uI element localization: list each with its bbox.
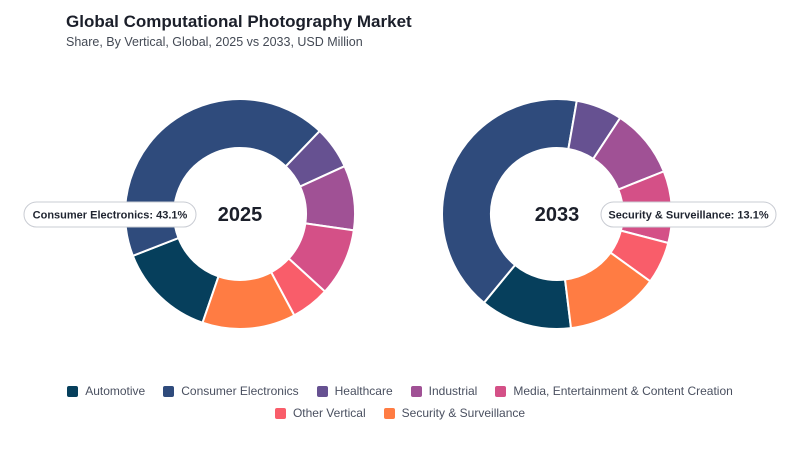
donut-center-label-2025: 2025 xyxy=(218,204,263,226)
legend-label: Other Vertical xyxy=(292,406,366,420)
legend-item-other-vertical[interactable]: Other Vertical xyxy=(274,406,366,420)
legend-label: Healthcare xyxy=(334,384,393,398)
legend-item-security-surveillance[interactable]: Security & Surveillance xyxy=(383,406,526,420)
legend-swatch xyxy=(495,385,507,397)
legend-item-healthcare[interactable]: Healthcare xyxy=(316,384,393,398)
legend-item-automotive[interactable]: Automotive xyxy=(67,384,145,398)
legend-item-industrial[interactable]: Industrial xyxy=(410,384,478,398)
callout-box-2033 xyxy=(600,201,777,228)
legend-label: Consumer Electronics xyxy=(181,384,299,398)
callout-2033: Security & Surveillance: 13.1% xyxy=(600,201,777,228)
chart-title: Global Computational Photography Market xyxy=(66,12,412,31)
callout-2025: Consumer Electronics: 43.1% xyxy=(23,201,197,228)
slice-2025-security-surveillance[interactable] xyxy=(201,270,296,330)
callout-text-2025: Consumer Electronics: 43.1% xyxy=(33,210,188,222)
legend-label: Industrial xyxy=(428,384,478,398)
legend-swatch xyxy=(274,407,286,419)
callout-box-2025 xyxy=(23,201,197,228)
legend-item-consumer-electronics[interactable]: Consumer Electronics xyxy=(163,384,299,398)
legend-swatch xyxy=(163,385,175,397)
slice-2033-consumer-electronics[interactable] xyxy=(441,98,578,305)
legend: Automotive Consumer Electronics Healthcare… xyxy=(20,384,780,420)
legend-swatch xyxy=(316,385,328,397)
legend-swatch xyxy=(383,407,395,419)
legend-label: Automotive xyxy=(85,384,146,398)
legend-swatch xyxy=(67,385,79,397)
legend-label: Media, Entertainment & Content Creation xyxy=(513,384,733,398)
legend-swatch xyxy=(410,385,422,397)
slice-2025-consumer-electronics[interactable] xyxy=(124,98,322,258)
donut-center-label-2033: 2033 xyxy=(535,204,580,226)
chart-subtitle: Share, By Vertical, Global, 2025 vs 2033… xyxy=(66,35,363,49)
callout-text-2033: Security & Surveillance: 13.1% xyxy=(608,210,768,222)
legend-label: Security & Surveillance xyxy=(401,406,526,420)
slice-2033-security-surveillance[interactable] xyxy=(563,251,652,330)
legend-item-media-entertainment-content-creation[interactable]: Media, Entertainment & Content Creation xyxy=(495,384,733,398)
